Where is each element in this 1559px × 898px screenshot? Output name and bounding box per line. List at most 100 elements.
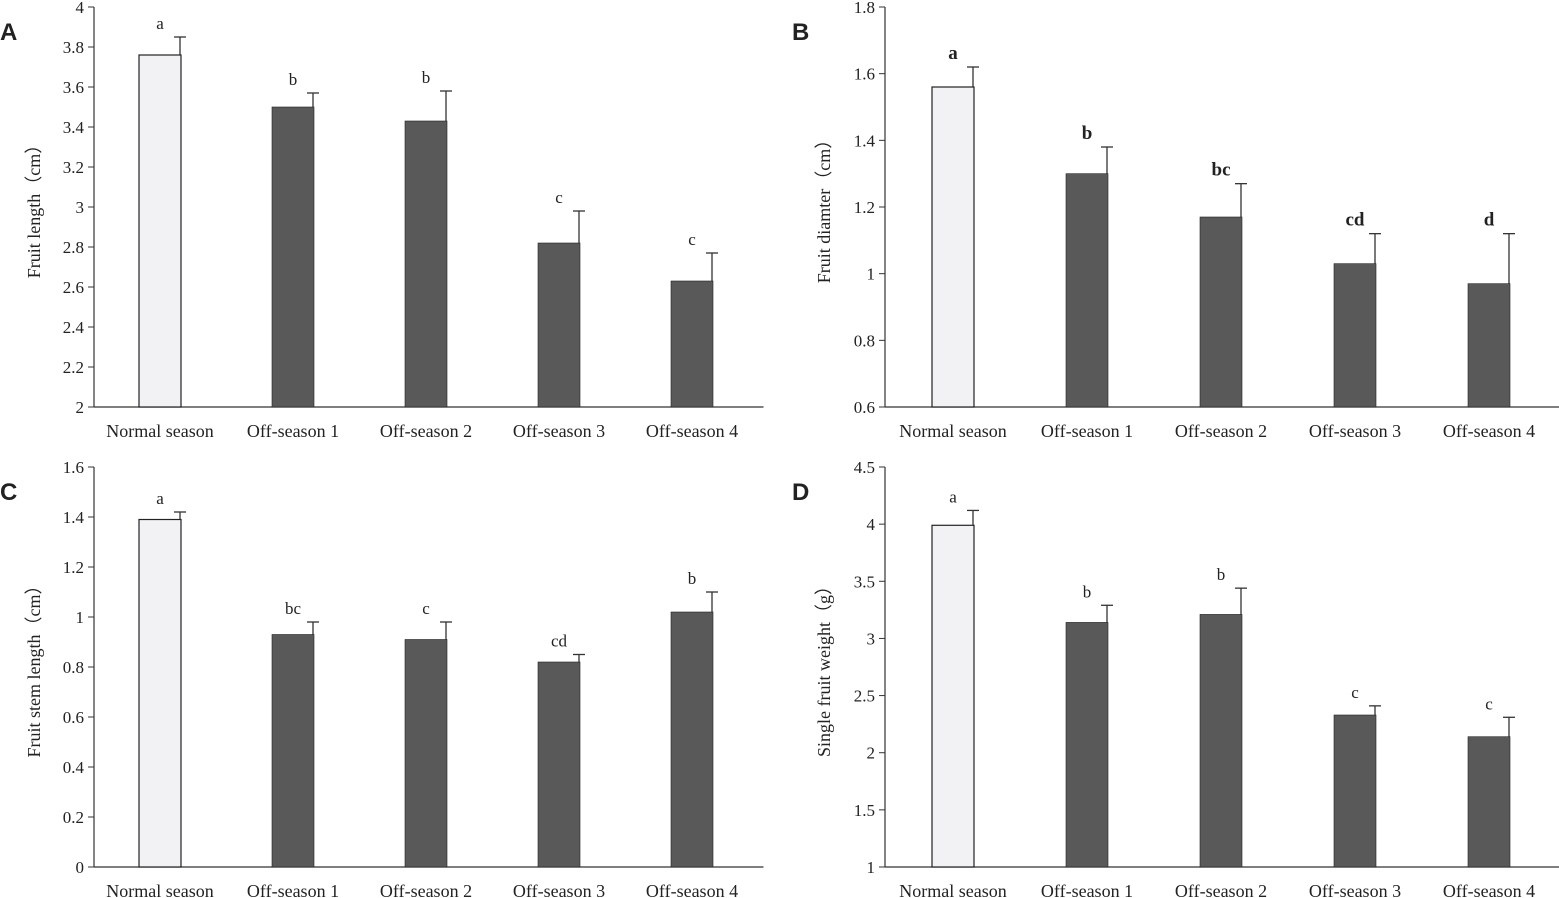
y-tick-label: 0.6 xyxy=(63,708,84,727)
bar-normal-season xyxy=(931,86,975,408)
significance-label: cd xyxy=(1346,210,1365,231)
x-category-label: Off-season 4 xyxy=(1443,881,1535,898)
y-tick-label: 2.5 xyxy=(854,687,875,706)
y-tick-label: 1 xyxy=(76,608,85,627)
significance-label: a xyxy=(948,43,958,64)
y-tick-label: 0.8 xyxy=(854,331,875,350)
bar-off-season-3 xyxy=(1333,714,1377,868)
y-tick-label: 0.8 xyxy=(63,658,84,677)
bar-off-season-4 xyxy=(1467,736,1511,868)
significance-label: c xyxy=(422,599,430,618)
significance-label: d xyxy=(1484,210,1495,231)
x-category-label: Normal season xyxy=(899,421,1006,441)
panel-letter: C xyxy=(0,479,17,506)
y-tick-label: 2 xyxy=(867,744,876,763)
y-tick-label: 2 xyxy=(76,398,85,417)
bar-off-season-1 xyxy=(1065,622,1109,868)
bar-off-season-3 xyxy=(537,661,581,868)
y-tick-label: 1.6 xyxy=(854,65,875,84)
bar-off-season-4 xyxy=(1467,283,1511,408)
panel-a: A Fruit length（cm） 2 2.2 2.4 2.6 2.8 3 3.2 3.4 3.6… xyxy=(0,0,764,441)
x-category-label: Off-season 3 xyxy=(513,881,605,898)
y-tick-label: 2.4 xyxy=(63,318,85,337)
y-tick-label: 2.6 xyxy=(63,278,84,297)
y-axis-title: Fruit diamter（cm） xyxy=(814,131,834,283)
y-tick-label: 1.2 xyxy=(854,198,875,217)
panel-d: D Single fruit weight（g） 1 1.5 2 2.5 3 3.5 4 4.5 a… xyxy=(792,458,1559,898)
y-tick-label: 1.4 xyxy=(854,131,876,150)
bar-normal-season xyxy=(138,518,182,868)
y-tick-label: 0.4 xyxy=(63,758,85,777)
y-tick-label: 3.6 xyxy=(63,78,84,97)
y-tick-label: 1.6 xyxy=(63,458,84,477)
significance-label: bc xyxy=(285,599,302,618)
y-tick-label: 2.8 xyxy=(63,238,84,257)
bar-off-season-4 xyxy=(670,280,714,408)
x-category-label: Off-season 3 xyxy=(1309,881,1401,898)
bar-off-season-1 xyxy=(271,106,315,408)
x-category-label: Off-season 2 xyxy=(1175,421,1267,441)
significance-label: b xyxy=(1082,123,1093,144)
bar-normal-season xyxy=(138,54,182,408)
x-category-label: Normal season xyxy=(106,881,213,898)
x-category-label: Off-season 4 xyxy=(646,881,738,898)
significance-label: a xyxy=(949,487,957,506)
significance-label: a xyxy=(156,489,164,508)
y-tick-label: 3 xyxy=(867,629,876,648)
bar-off-season-2 xyxy=(404,120,448,408)
y-tick-label: 1.4 xyxy=(63,508,85,527)
bar-off-season-1 xyxy=(1065,173,1109,408)
significance-label: bc xyxy=(1212,160,1231,181)
y-tick-label: 0.6 xyxy=(854,398,875,417)
y-axis-title: Single fruit weight（g） xyxy=(814,577,834,757)
y-axis-title: Fruit length（cm） xyxy=(24,136,44,279)
x-category-label: Off-season 3 xyxy=(1309,421,1401,441)
bar-off-season-4 xyxy=(670,611,714,868)
y-tick-label: 1 xyxy=(867,858,876,877)
y-tick-label: 3.2 xyxy=(63,158,84,177)
x-category-label: Off-season 4 xyxy=(646,421,738,441)
significance-label: b xyxy=(422,68,431,87)
y-axis-title: Fruit stem length（cm） xyxy=(24,577,44,758)
y-tick-label: 1 xyxy=(867,265,876,284)
x-category-label: Normal season xyxy=(106,421,213,441)
y-tick-label: 1.8 xyxy=(854,0,875,17)
bar-off-season-3 xyxy=(537,242,581,408)
y-tick-label: 3 xyxy=(76,198,85,217)
significance-label: b xyxy=(688,569,697,588)
x-category-label: Off-season 1 xyxy=(1041,881,1133,898)
panel-letter: A xyxy=(0,19,17,46)
significance-label: c xyxy=(1351,683,1359,702)
y-tick-label: 4 xyxy=(76,0,85,17)
bar-off-season-2 xyxy=(404,639,448,868)
panel-letter: B xyxy=(792,19,809,46)
y-tick-label: 1.5 xyxy=(854,801,875,820)
bar-normal-season xyxy=(931,524,975,868)
x-category-label: Off-season 2 xyxy=(380,421,472,441)
significance-label: c xyxy=(1485,694,1493,713)
panel-c: C Fruit stem length（cm） 0 0.2 0.4 0.6 0.8 1 1.2 1… xyxy=(0,458,764,898)
x-category-label: Normal season xyxy=(899,881,1006,898)
bar-off-season-2 xyxy=(1199,614,1243,868)
significance-label: a xyxy=(156,14,164,33)
bar-off-season-3 xyxy=(1333,263,1377,408)
x-category-label: Off-season 1 xyxy=(247,421,339,441)
y-tick-label: 4 xyxy=(867,515,876,534)
y-tick-label: 0 xyxy=(76,858,85,877)
y-tick-label: 3.8 xyxy=(63,38,84,57)
x-category-label: Off-season 1 xyxy=(1041,421,1133,441)
y-tick-label: 3.4 xyxy=(63,118,85,137)
bar-off-season-2 xyxy=(1199,216,1243,408)
x-category-label: Off-season 1 xyxy=(247,881,339,898)
significance-label: cd xyxy=(551,632,568,651)
panel-b: B Fruit diamter（cm） 0.6 0.8 1 1.2 1.4 1.6 1.8 a No… xyxy=(792,0,1559,441)
panel-letter: D xyxy=(792,479,809,506)
y-tick-label: 4.5 xyxy=(854,458,875,477)
significance-label: c xyxy=(555,188,563,207)
y-tick-label: 2.2 xyxy=(63,358,84,377)
significance-label: b xyxy=(1217,565,1226,584)
x-category-label: Off-season 2 xyxy=(1175,881,1267,898)
significance-label: c xyxy=(688,230,696,249)
y-tick-label: 3.5 xyxy=(854,572,875,591)
